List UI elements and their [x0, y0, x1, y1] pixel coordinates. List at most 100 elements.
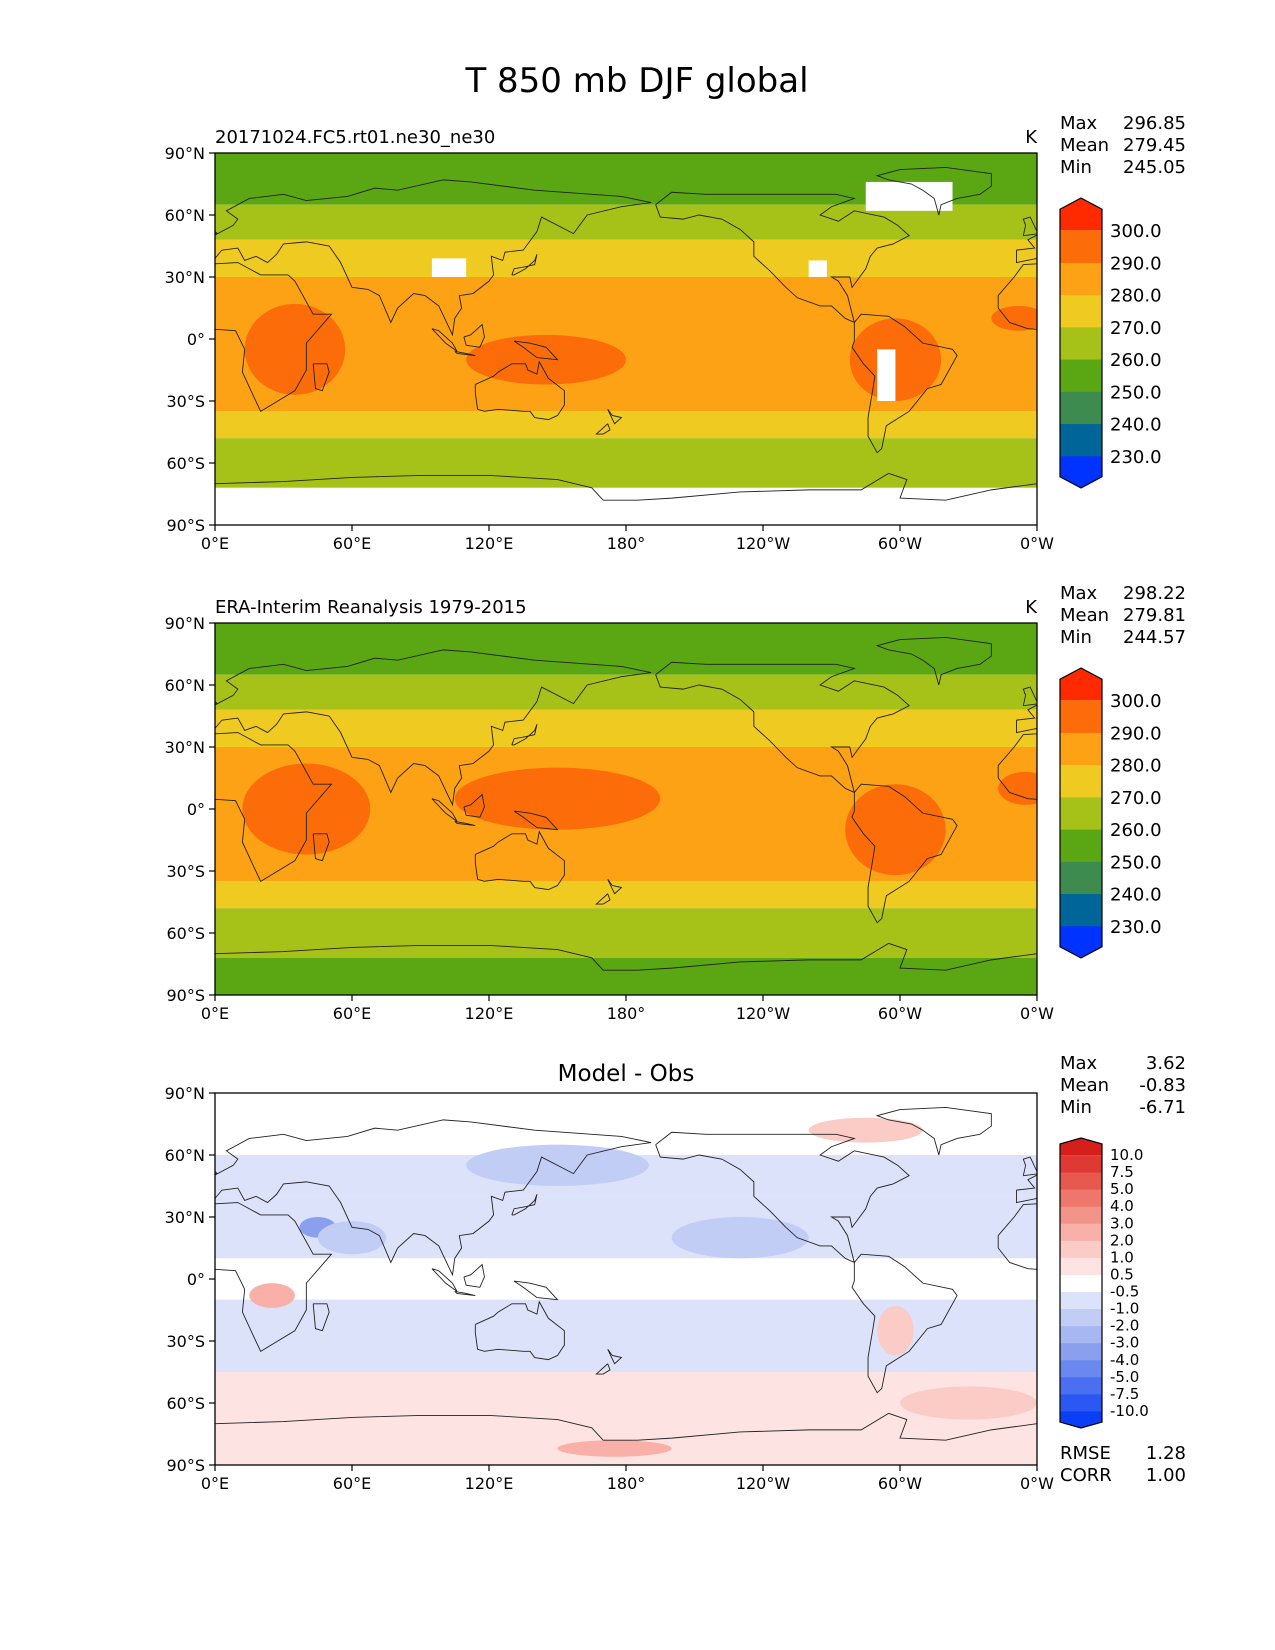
- colorbar-bin: [1060, 829, 1102, 862]
- colorbar-extend-low: [1060, 455, 1102, 488]
- colorbar-tick-label: -1.0: [1110, 1300, 1139, 1318]
- y-tick-label: 30°N: [165, 1208, 205, 1227]
- x-tick-label: 0°W: [1020, 1474, 1054, 1493]
- colorbar-tick-label: -3.0: [1110, 1334, 1139, 1352]
- coastline: [312, 363, 330, 392]
- missing-region: [877, 349, 896, 401]
- x-tick-label: 60°E: [333, 1474, 371, 1493]
- colorbar-tick-label: -4.0: [1110, 1351, 1139, 1369]
- x-tick-label: 60°E: [333, 1004, 371, 1023]
- field-region: [317, 1221, 387, 1255]
- colorbar-tick-label: 4.0: [1110, 1197, 1134, 1215]
- coastline: [454, 1290, 476, 1296]
- coastline: [474, 830, 565, 891]
- colorbar-diff: -10.0-7.5-5.0-4.0-3.0-2.0-1.0-0.50.51.02…: [1059, 1137, 1149, 1429]
- field-region: [991, 305, 1037, 331]
- colorbar-bin: [1060, 1393, 1102, 1412]
- x-tick-label: 0°E: [201, 534, 229, 553]
- colorbar-bin: [1060, 1359, 1102, 1378]
- coastline: [215, 700, 219, 705]
- coastline: [997, 1203, 1037, 1270]
- coastline: [215, 179, 652, 337]
- y-tick-label: 90°S: [166, 1456, 205, 1475]
- field-region: [244, 303, 346, 395]
- y-tick-label: 30°N: [165, 738, 205, 757]
- coastline: [511, 254, 538, 276]
- colorbar-bin: [1060, 1308, 1102, 1327]
- coastline: [215, 942, 1037, 971]
- coastline: [607, 408, 623, 425]
- colorbar-bin: [1060, 796, 1102, 830]
- coastline: [595, 423, 611, 435]
- colorbar-tick-label: 290.0: [1110, 723, 1162, 744]
- coastline: [851, 783, 958, 924]
- colorbar-tick-label: 270.0: [1110, 318, 1162, 339]
- y-tick-label: 90°N: [165, 614, 205, 633]
- y-tick-label: 30°S: [166, 862, 205, 881]
- stat-label: Min: [1060, 157, 1092, 178]
- x-tick-label: 60°W: [878, 1474, 922, 1493]
- y-tick-label: 0°: [187, 800, 205, 819]
- y-tick-label: 30°S: [166, 1332, 205, 1351]
- y-tick-label: 60°N: [165, 676, 205, 695]
- y-tick-label: 90°N: [165, 1084, 205, 1103]
- stat-label: Mean: [1060, 1075, 1109, 1096]
- missing-region: [215, 487, 1037, 525]
- field-band: [215, 1258, 1037, 1300]
- x-tick-label: 0°W: [1020, 1004, 1054, 1023]
- x-tick-label: 120°W: [736, 1474, 791, 1493]
- y-tick-label: 90°S: [166, 986, 205, 1005]
- field-region: [466, 334, 626, 385]
- coastline: [851, 1253, 958, 1394]
- colorbar-tick-label: 1.0: [1110, 1248, 1134, 1266]
- stat-label: Max: [1060, 113, 1098, 134]
- y-tick-label: 30°S: [166, 392, 205, 411]
- colorbar-tick-label: 290.0: [1110, 253, 1162, 274]
- stat-label: CORR: [1060, 1465, 1112, 1486]
- field-band: [215, 709, 1037, 747]
- coastline: [463, 793, 485, 818]
- coastline: [511, 724, 538, 746]
- field-region: [249, 1283, 295, 1308]
- x-tick-label: 120°E: [465, 1004, 514, 1023]
- missing-region: [865, 181, 953, 211]
- colorbar-tick-label: 300.0: [1110, 221, 1162, 242]
- coastline: [513, 1280, 559, 1301]
- colorbar-tick-label: 230.0: [1110, 447, 1162, 468]
- colorbar-obs: 230.0 240.0 250.0 260.0 270.0 280.0 290.0 300.0: [1059, 667, 1162, 959]
- x-tick-label: 60°W: [878, 534, 922, 553]
- x-tick-label: 120°W: [736, 534, 791, 553]
- colorbar-tick-label: 3.0: [1110, 1214, 1134, 1232]
- coastline: [1022, 686, 1037, 707]
- coastline: [513, 340, 559, 361]
- colorbar-bin: [1060, 294, 1102, 328]
- field-region: [557, 1440, 672, 1457]
- colorbar-tick-label: 0.5: [1110, 1265, 1134, 1283]
- stat-value: 3.62: [1146, 1053, 1186, 1074]
- coastline: [215, 649, 652, 807]
- coastline: [215, 262, 333, 412]
- x-tick-label: 120°W: [736, 1004, 791, 1023]
- colorbar-tick-label: 300.0: [1110, 691, 1162, 712]
- figure-title: T 850 mb DJF global: [464, 61, 808, 101]
- colorbar-bin: [1060, 230, 1102, 263]
- colorbar-bin: [1060, 423, 1102, 457]
- colorbar-bin: [1060, 1206, 1102, 1224]
- y-tick-label: 0°: [187, 1270, 205, 1289]
- coastline: [997, 733, 1037, 800]
- colorbar-bin: [1060, 1342, 1102, 1361]
- x-tick-label: 120°E: [465, 1474, 514, 1493]
- x-tick-label: 180°: [607, 1004, 646, 1023]
- colorbar-tick-label: 260.0: [1110, 820, 1162, 841]
- coastline: [1022, 1156, 1037, 1177]
- colorbar-bin: [1060, 893, 1102, 927]
- panel-title: ERA-Interim Reanalysis 1979-2015: [215, 597, 527, 618]
- panel-units: K: [1025, 127, 1038, 148]
- colorbar-bin: [1060, 1223, 1102, 1241]
- field-band: [215, 881, 1037, 909]
- x-tick-label: 60°W: [878, 1004, 922, 1023]
- colorbar-bin: [1060, 1155, 1102, 1173]
- stat-value: 279.45: [1123, 135, 1186, 156]
- colorbar-bin: [1060, 1172, 1102, 1190]
- colorbar-tick-label: 7.5: [1110, 1163, 1134, 1181]
